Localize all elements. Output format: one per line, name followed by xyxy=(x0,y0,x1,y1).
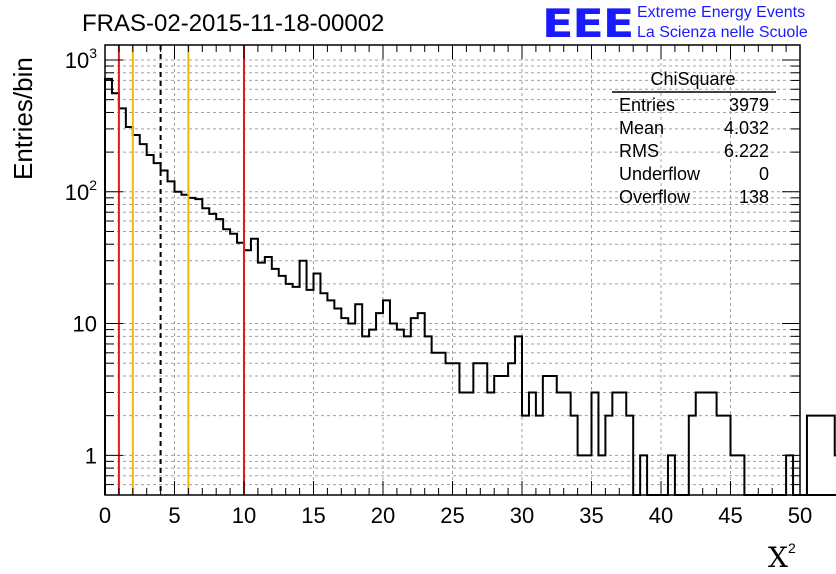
x-tick-label: 35 xyxy=(579,503,603,528)
stats-row-label: Entries xyxy=(619,95,675,115)
logo-line-2: La Scienza nelle Scuole xyxy=(637,24,808,41)
x-tick-label: 10 xyxy=(232,503,256,528)
stats-row-value: 0 xyxy=(759,164,769,184)
eee-logo: EEE xyxy=(542,0,634,47)
chart-title: FRAS-02-2015-11-18-00002 xyxy=(82,10,385,37)
stats-row-value: 4.032 xyxy=(724,118,769,138)
y-tick-label: 10 xyxy=(73,312,97,337)
x-tick-label: 40 xyxy=(649,503,673,528)
stats-title: ChiSquare xyxy=(650,69,735,89)
stats-row-label: Mean xyxy=(619,118,664,138)
x-tick-label: 45 xyxy=(718,503,742,528)
x-tick-label: 5 xyxy=(168,503,180,528)
y-tick-label: 103 xyxy=(65,45,97,73)
stats-row-label: Underflow xyxy=(619,164,701,184)
x-tick-label: 20 xyxy=(371,503,395,528)
x-axis-label: X2 xyxy=(768,540,796,574)
logo-line-1: Extreme Energy Events xyxy=(637,4,806,21)
x-tick-label: 50 xyxy=(788,503,812,528)
stats-row-value: 3979 xyxy=(729,95,769,115)
stats-row-value: 6.222 xyxy=(724,141,769,161)
x-tick-label: 25 xyxy=(440,503,464,528)
stats-row-label: Overflow xyxy=(619,187,691,207)
x-tick-label: 30 xyxy=(510,503,534,528)
x-tick-label: 0 xyxy=(99,503,111,528)
histogram-outline xyxy=(104,77,836,496)
stats-row-label: RMS xyxy=(619,141,659,161)
y-tick-label: 1 xyxy=(85,443,97,468)
x-tick-label: 15 xyxy=(301,503,325,528)
y-tick-label: 102 xyxy=(65,177,97,205)
stats-row-value: 138 xyxy=(739,187,769,207)
